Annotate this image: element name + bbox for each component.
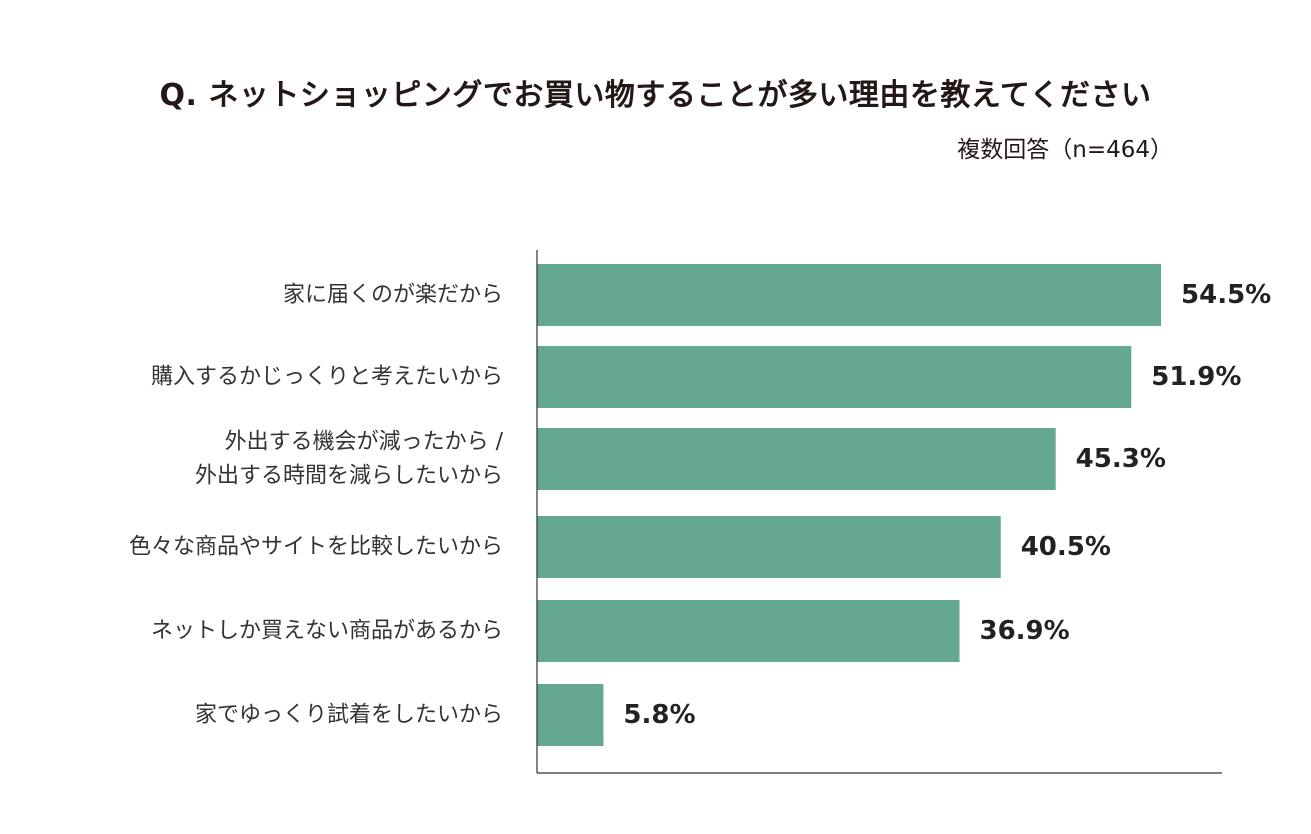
bar (537, 600, 960, 662)
category-label: ネットしか買えない商品があるから (151, 619, 503, 644)
value-label: 40.5% (1021, 532, 1111, 562)
category-label: 外出する機会が減ったから / (225, 430, 504, 455)
category-label: 色々な商品やサイトを比較したいから (129, 535, 503, 560)
chart-title: Q. ネットショッピングでお買い物することが多い理由を教えてください (159, 78, 1152, 113)
category-label: 家に届くのが楽だから (283, 283, 503, 308)
category-label: 購入するかじっくりと考えたいから (151, 365, 503, 390)
category-label: 外出する時間を減らしたいから (195, 464, 503, 489)
bar (537, 346, 1132, 408)
bar (537, 428, 1056, 490)
value-labels-group: 54.5% 51.9% 45.3% 40.5% 36.9% 5.8% (623, 280, 1271, 730)
category-label: 家でゆっくり試着をしたいから (195, 703, 503, 728)
value-label: 36.9% (980, 616, 1070, 646)
value-label: 51.9% (1151, 362, 1241, 392)
value-label: 5.8% (623, 700, 695, 730)
bar (537, 516, 1001, 578)
bar (537, 264, 1162, 326)
bars-group (537, 264, 1162, 746)
bar (537, 684, 604, 746)
chart-subtitle: 複数回答（n=464） (957, 137, 1173, 163)
value-label: 54.5% (1181, 280, 1271, 310)
value-label: 45.3% (1076, 444, 1166, 474)
